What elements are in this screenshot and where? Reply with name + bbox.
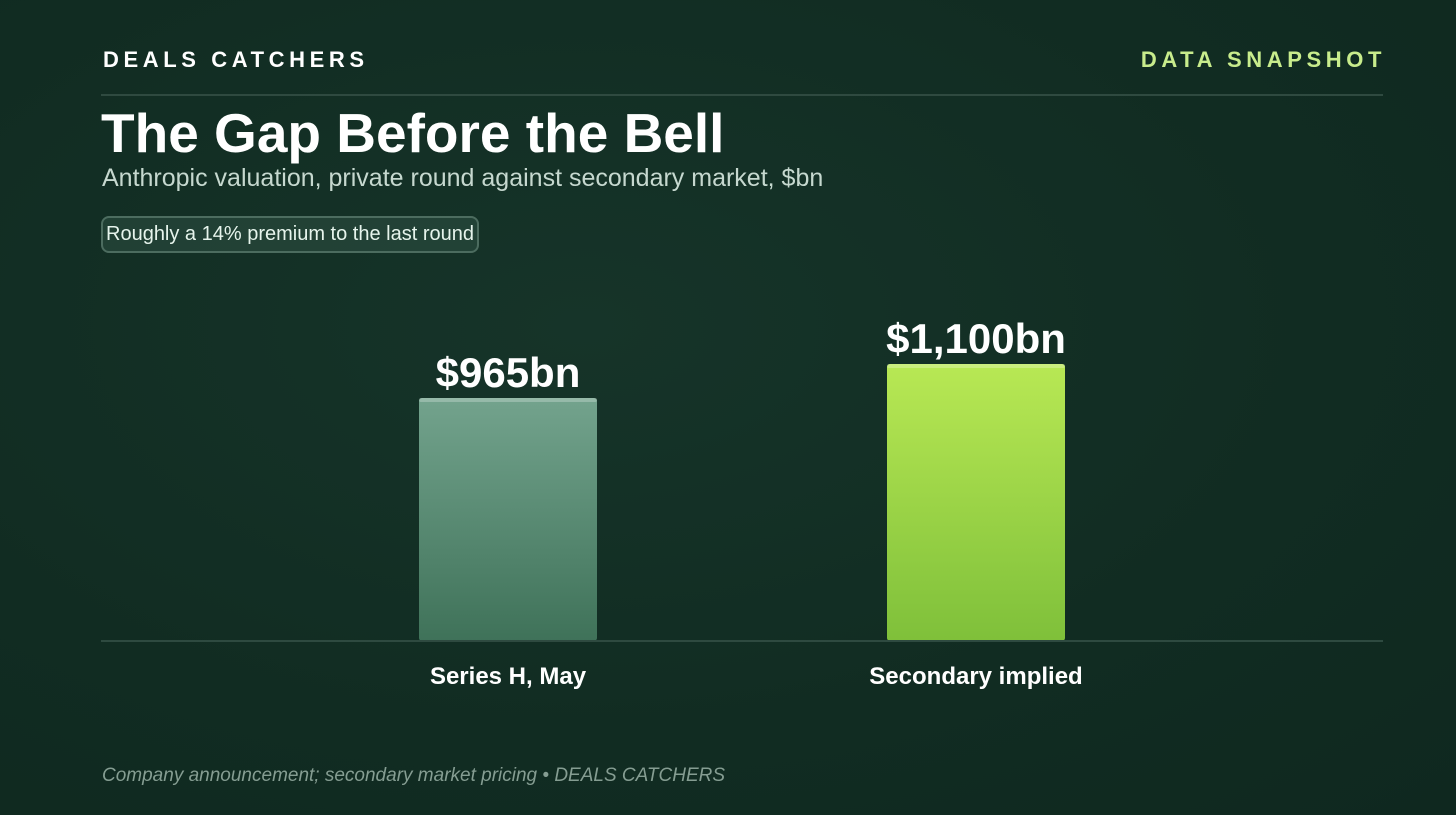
bar-highlight-0: [419, 397, 597, 402]
category-label-0: Series H, May: [430, 663, 587, 690]
bar-value-label-0: $965bn: [436, 349, 581, 396]
bars-group: [419, 364, 1065, 641]
header-divider: [101, 94, 1383, 96]
source-note: Company announcement; secondary market p…: [102, 765, 726, 786]
bar-0: [419, 397, 597, 641]
bar-highlight-1: [887, 364, 1065, 368]
chart-subtitle: Anthropic valuation, private round again…: [102, 164, 824, 192]
category-label-1: Secondary implied: [869, 663, 1082, 690]
brand-name: DEALS CATCHERS: [103, 47, 369, 72]
bar-value-label-1: $1,100bn: [886, 315, 1066, 362]
callout-text: Roughly a 14% premium to the last round: [106, 223, 474, 245]
chart-title: The Gap Before the Bell: [101, 102, 725, 164]
section-tag: DATA SNAPSHOT: [1140, 47, 1386, 72]
bar-1: [887, 364, 1065, 641]
labels-group: $965bn Series H, May $1,100bn Secondary imp…: [430, 315, 1083, 690]
callout-badge: Roughly a 14% premium to the last round: [101, 216, 479, 253]
